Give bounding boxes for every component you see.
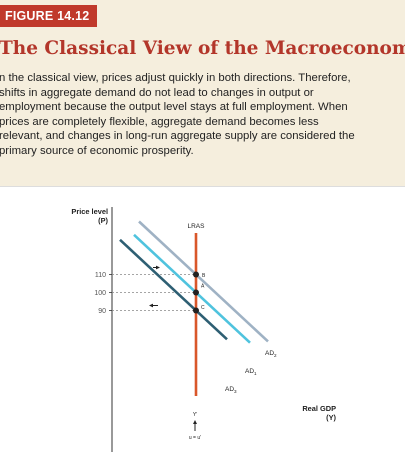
ad-curve-ad1 (133, 233, 251, 344)
chart-panel: Price level (P) Real GDP (Y) 110 100 90 LRAS B A C… (0, 186, 405, 457)
lras-up-arrow-head (193, 420, 197, 424)
ad-label-ad1: AD1 (245, 368, 257, 376)
lras-x-label: Y' (193, 412, 197, 418)
point-label-c: C (201, 305, 205, 311)
shift-arrow-left-head (149, 303, 153, 308)
caption-line: n the classical view, prices adjust quic… (0, 72, 351, 84)
ad-curve-ad2 (138, 220, 269, 343)
ad-curve-ad3 (119, 238, 228, 341)
caption-line: shifts in aggregate demand do not lead t… (0, 86, 314, 99)
figure-caption: n the classical view, prices adjust quic… (0, 71, 404, 159)
caption-line: relevant, and changes in long-run aggreg… (0, 130, 355, 143)
caption-line: prices are completely flexible, aggregat… (0, 115, 319, 128)
figure-title: The Classical View of the Macroeconomy (0, 38, 405, 59)
ad-label-ad2: AD2 (265, 350, 277, 358)
figure-badge: FIGURE 14.12 (0, 5, 98, 27)
y-axis-unit: (P) (98, 216, 108, 225)
equilibrium-point-c (193, 307, 199, 314)
shift-arrow-right-head (156, 265, 160, 270)
ad-lras-chart: Price level(P) Real GDP(Y) 110 100 90 LRAS BA C… (71, 207, 337, 452)
point-label-b: B (202, 273, 206, 279)
y-tick-label: 110 (95, 272, 106, 279)
y-tick-label: 100 (94, 290, 106, 297)
equilibrium-point-a (193, 289, 199, 296)
caption-line: primary source of economic prosperity. (0, 144, 194, 157)
caption-line: employment because the output level stay… (0, 101, 348, 114)
ad-label-ad3: AD3 (225, 386, 237, 394)
lras-label: LRAS (188, 223, 206, 230)
lras-unemployment-label: u = u' (189, 435, 201, 441)
y-tick-label: 90 (98, 308, 106, 315)
x-axis-label: Real GDP (302, 404, 336, 413)
x-axis-unit: (Y) (326, 413, 336, 422)
point-label-a: A (201, 284, 205, 290)
equilibrium-point-b (193, 271, 199, 278)
y-axis-label: Price level (71, 207, 108, 216)
